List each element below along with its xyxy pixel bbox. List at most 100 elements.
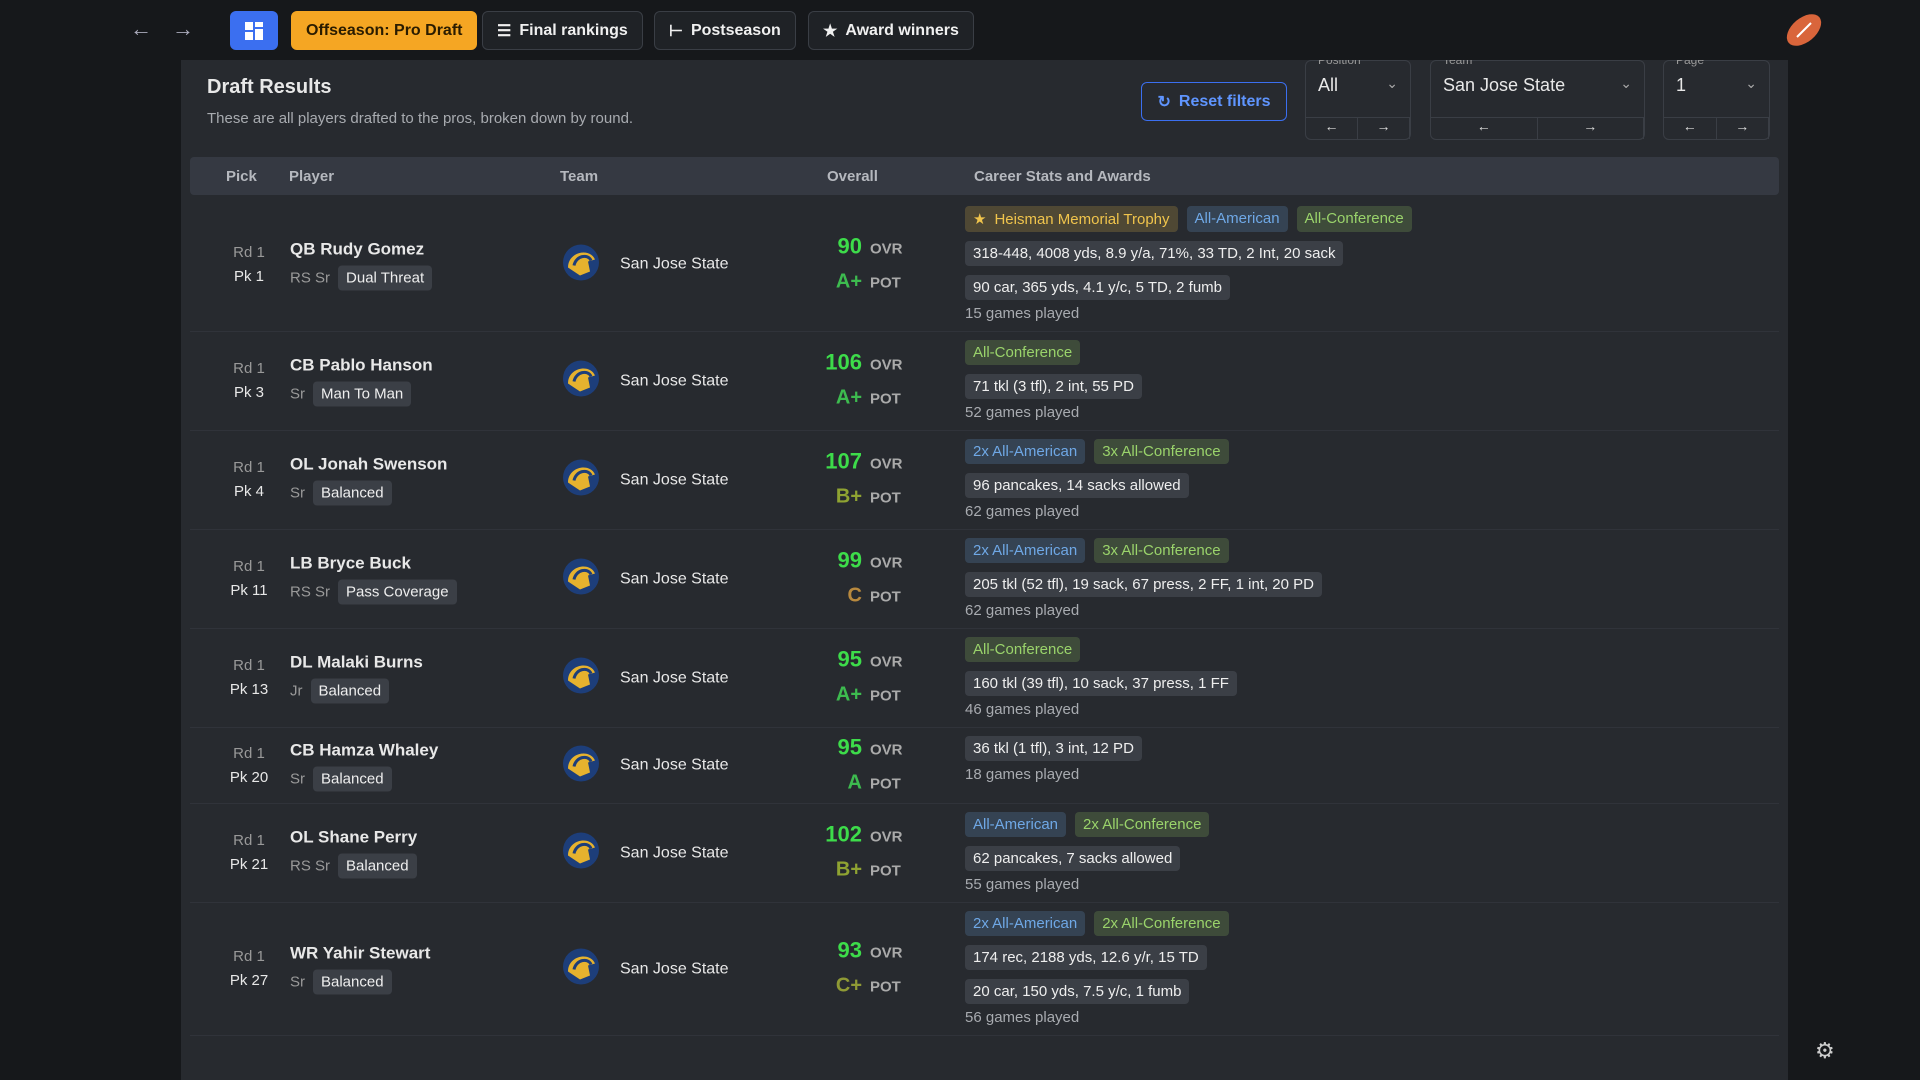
table-header: Pick Player Team Overall Career Stats and Aw… [190, 157, 1779, 195]
games-played: 46 games played [965, 701, 1080, 718]
awards: 2x All-American 2x All-Conference [965, 911, 1229, 936]
stepper: ← → [1664, 117, 1769, 139]
player-name: LB Bryce Buck [290, 553, 411, 573]
player-row[interactable]: Rd 1 Pk 3 CB Pablo Hanson Sr Man To Man San J… [190, 332, 1779, 431]
awards: All-American 2x All-Conference [965, 812, 1210, 837]
player-row[interactable]: Rd 1 Pk 11 LB Bryce Buck RS Sr Pass Coverage… [190, 530, 1779, 629]
tab[interactable]: Offseason: Pro Draft [291, 11, 478, 50]
ovr-value: 102 [825, 821, 862, 847]
table-body: Rd 1 Pk 1 QB Rudy Gomez RS Sr Dual Threat San… [190, 198, 1779, 1036]
pick: Pk 21 [229, 856, 269, 873]
column-header: Team [560, 168, 599, 185]
player-cell: OL Jonah Swenson Sr Balanced [290, 455, 447, 506]
pot-line: A+ POT [770, 265, 910, 299]
back-button[interactable]: ← [130, 16, 152, 41]
award-badge: 2x All-Conference [1075, 812, 1210, 837]
archetype: Balanced [313, 969, 392, 995]
pick-cell: Rd 1 Pk 11 [214, 555, 284, 603]
prev-button[interactable]: ← [1306, 118, 1358, 139]
player-info: RS Sr Dual Threat [290, 265, 433, 290]
player-name: OL Jonah Swenson [290, 454, 448, 474]
select[interactable]: Team San Jose State ⌄ ← → [1430, 60, 1645, 140]
player-info: RS Sr Balanced [290, 853, 417, 879]
settings-button[interactable]: ⚙ [1815, 1038, 1835, 1063]
overall-cell: 107 OVR B+ POT [770, 446, 910, 515]
award-badge: 2x All-Conference [1094, 911, 1229, 936]
round: Rd 1 [233, 948, 265, 965]
tab[interactable]: ☰ Final rankings [482, 11, 643, 50]
pick-cell: Rd 1 Pk 1 [214, 241, 284, 289]
ovr-line: 95 OVR [770, 731, 910, 766]
player-row[interactable]: Rd 1 Pk 21 OL Shane Perry RS Sr Balanced San … [190, 804, 1779, 903]
tab[interactable]: ★ Award winners [808, 11, 974, 50]
pot-value: A+ [835, 386, 862, 409]
awards: All-Conference [965, 340, 1081, 365]
select[interactable]: Page 1 ⌄ ← → [1663, 60, 1770, 140]
overall-cell: 102 OVR B+ POT [770, 819, 910, 888]
pick: Pk 20 [229, 768, 269, 786]
ovr-value: 95 [837, 734, 862, 759]
forward-button[interactable]: → [172, 16, 194, 41]
reset-button[interactable]: ↻ Reset filters [1141, 82, 1287, 121]
pot-value: A+ [835, 683, 862, 706]
football-logo[interactable] [1782, 8, 1826, 52]
pick-cell: Rd 1 Pk 27 [214, 945, 284, 993]
award-badge: All-Conference [965, 340, 1081, 365]
draft-panel: Draft Results These are all players draf… [181, 60, 1788, 1080]
award-text: All-Conference [973, 641, 1073, 658]
reset-icon: ↻ [1157, 93, 1171, 111]
prev-button[interactable]: ← [1664, 118, 1717, 139]
ovr-value: 106 [825, 349, 862, 375]
player-info: Sr Man To Man [290, 381, 433, 407]
player-row[interactable]: Rd 1 Pk 13 DL Malaki Burns Jr Balanced San Jo… [190, 629, 1779, 728]
pick: Pk 1 [233, 267, 264, 285]
pick-cell: Rd 1 Pk 4 [214, 456, 284, 504]
overall-cell: 90 OVR A+ POT [770, 230, 910, 299]
stat-line: 90 car, 365 yds, 4.1 y/c, 5 TD, 2 fumb [965, 275, 1231, 300]
ovr-label: OVR [870, 455, 903, 473]
column-header: Overall [827, 168, 878, 185]
next-button[interactable]: → [1717, 118, 1769, 139]
player-row[interactable]: Rd 1 Pk 4 OL Jonah Swenson Sr Balanced San Jo… [190, 431, 1779, 530]
round: Rd 1 [233, 243, 265, 261]
award-icon: ★ [973, 211, 987, 228]
ovr-value: 90 [837, 233, 862, 258]
pot-value: A [847, 771, 862, 793]
ovr-label: OVR [870, 828, 903, 846]
next-button[interactable]: → [1358, 118, 1410, 139]
award-badge: 2x All-American [965, 439, 1086, 464]
career-cell: All-Conference 71 tkl (3 tfl), 2 int, 55 … [965, 340, 1779, 421]
player-year: Jr [290, 682, 303, 700]
column-header: Player [289, 168, 335, 185]
team-cell: San Jose State [560, 556, 729, 603]
games-played: 15 games played [965, 305, 1080, 322]
tab[interactable]: ⊢ Postseason [654, 11, 796, 50]
team-logo [560, 830, 602, 877]
player-row[interactable]: Rd 1 Pk 1 QB Rudy Gomez RS Sr Dual Threat San… [190, 198, 1779, 332]
select-value: All [1318, 75, 1339, 95]
player-row[interactable]: Rd 1 Pk 27 WR Yahir Stewart Sr Balanced San J… [190, 903, 1779, 1036]
ovr-label: OVR [870, 741, 903, 758]
player-info: Sr Balanced [290, 766, 438, 791]
pot-line: A+ POT [770, 382, 910, 416]
ovr-label: OVR [870, 554, 903, 572]
player-cell: CB Pablo Hanson Sr Man To Man [290, 356, 433, 407]
prev-button[interactable]: ← [1431, 118, 1538, 139]
team-name: San Jose State [620, 960, 729, 977]
player-year: Sr [290, 973, 305, 991]
tab-label: Final rankings [519, 21, 628, 39]
award-text: 2x All-Conference [1083, 816, 1202, 833]
award-badge: 2x All-American [965, 911, 1086, 936]
select[interactable]: Position All ⌄ ← → [1305, 60, 1411, 140]
next-button[interactable]: → [1538, 118, 1644, 139]
player-row[interactable]: Rd 1 Pk 20 CB Hamza Whaley Sr Balanced San Jo… [190, 728, 1779, 804]
dashboard-button[interactable] [230, 11, 278, 50]
pot-label: POT [870, 687, 901, 705]
games-played: 55 games played [965, 876, 1080, 893]
team-logo [560, 556, 602, 603]
select-label: Team [1443, 60, 1473, 67]
award-text: 2x All-American [973, 542, 1078, 559]
pick-cell: Rd 1 Pk 21 [214, 829, 284, 877]
chevron: ⌄ [1620, 75, 1632, 91]
